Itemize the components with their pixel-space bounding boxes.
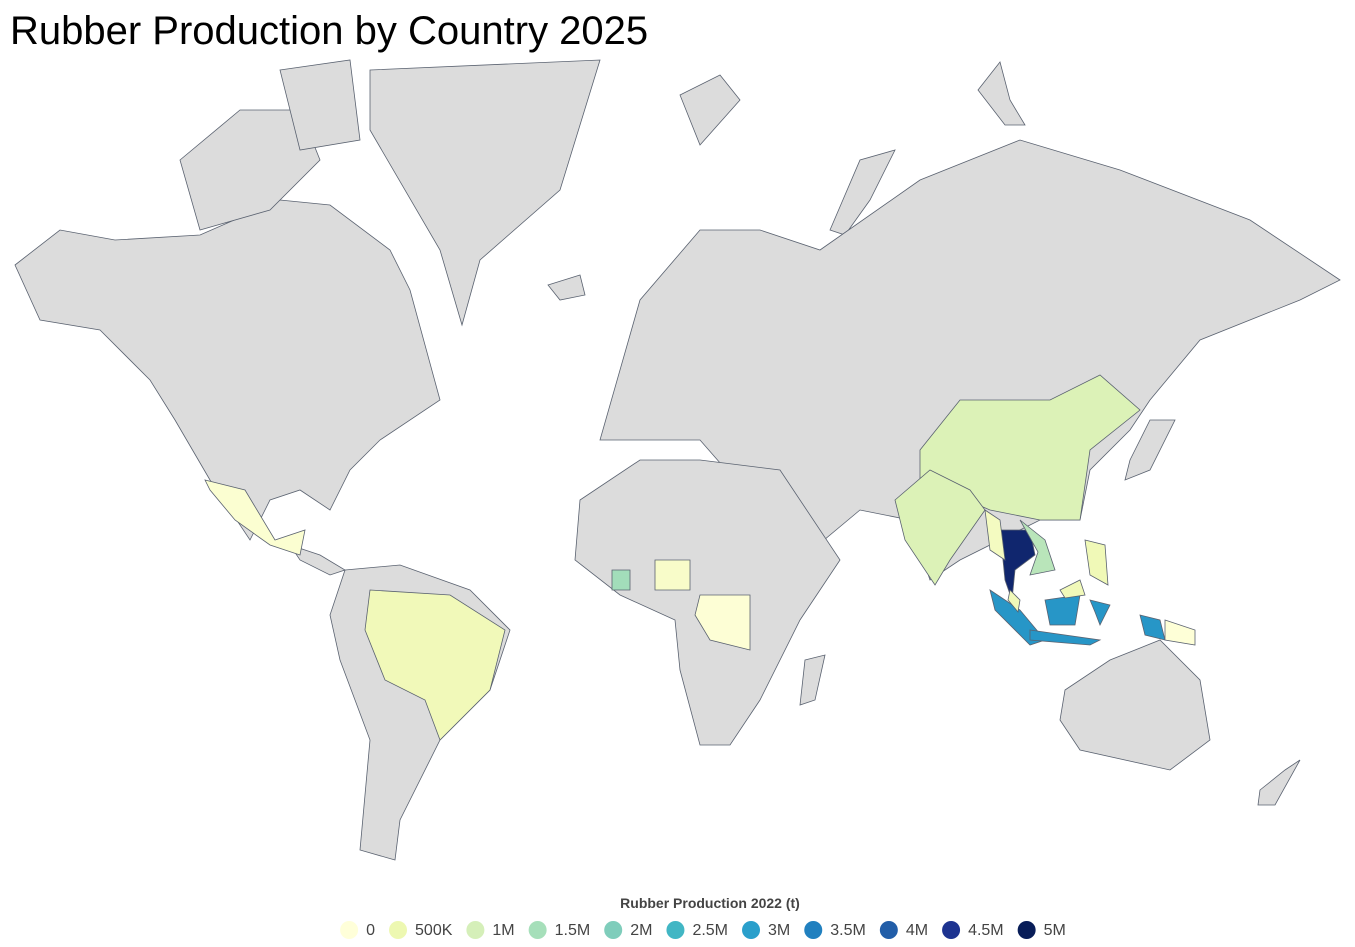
- legend-swatch: [742, 921, 761, 939]
- legend-swatch: [528, 921, 547, 939]
- country-region: [1164, 619, 1196, 646]
- country-region: [1019, 519, 1056, 576]
- legend-label: 4M: [906, 922, 928, 939]
- country-region: [999, 529, 1036, 601]
- country: [694, 594, 751, 651]
- country: [179, 109, 321, 231]
- country-region: [654, 559, 691, 591]
- country: [611, 569, 631, 591]
- country: [654, 559, 691, 591]
- country: [1007, 589, 1021, 613]
- country: [1059, 579, 1086, 599]
- country: [1139, 614, 1166, 641]
- legend-label: 0: [366, 922, 375, 939]
- legend-label: 3M: [768, 922, 790, 939]
- country-region: [1084, 539, 1109, 586]
- country: [1019, 519, 1056, 576]
- country: [369, 59, 601, 327]
- legend-label: 4.5M: [968, 922, 1004, 939]
- basemap: [14, 59, 1341, 861]
- country-region: [1007, 579, 1086, 613]
- country: [1029, 629, 1102, 646]
- country: [14, 199, 441, 541]
- country-region: [694, 594, 751, 651]
- country-region: [204, 479, 306, 556]
- legend-label: 1M: [492, 922, 514, 939]
- regions: [204, 374, 1196, 741]
- country: [1164, 619, 1196, 646]
- country: [799, 654, 826, 706]
- legend-swatch: [804, 921, 823, 939]
- legend-swatch: [389, 921, 408, 939]
- country-region: [894, 469, 986, 586]
- country: [204, 479, 306, 556]
- country: [1257, 759, 1301, 806]
- legend-label: 1.5M: [555, 922, 591, 939]
- country: [894, 469, 986, 586]
- legend-label: 5M: [1044, 922, 1066, 939]
- country: [289, 544, 346, 576]
- legend-swatch: [466, 921, 485, 939]
- country-region: [611, 569, 631, 591]
- country: [279, 59, 361, 151]
- country-region: [989, 589, 1166, 646]
- legend-label: 3.5M: [830, 922, 866, 939]
- country: [364, 589, 506, 741]
- legend-label: 500K: [415, 922, 453, 939]
- country: [984, 509, 1006, 561]
- legend-label: 2M: [630, 922, 652, 939]
- country: [547, 274, 586, 301]
- legend-swatch: [942, 921, 961, 939]
- country: [1044, 594, 1081, 626]
- chart-title: Rubber Production by Country 2025: [10, 9, 648, 53]
- legend-title: Rubber Production 2022 (t): [620, 895, 800, 911]
- legend-swatch: [879, 921, 898, 939]
- country: [1059, 639, 1211, 771]
- country: [1089, 599, 1111, 626]
- country-region: [364, 589, 506, 741]
- country-region: [984, 509, 1006, 561]
- legend-swatch: [1017, 921, 1036, 939]
- country: [1124, 419, 1176, 481]
- country: [977, 61, 1026, 126]
- legend-label: 2.5M: [692, 922, 728, 939]
- legend-swatch: [604, 921, 623, 939]
- legend-swatch: [340, 921, 359, 939]
- country: [999, 529, 1036, 601]
- legend-swatch: [666, 921, 685, 939]
- legend: 0 500K 1M 1.5M 2M 2.5M 3M 3.5M 4M 4.5M 5M: [340, 921, 1066, 939]
- country: [679, 74, 741, 146]
- country: [1084, 539, 1109, 586]
